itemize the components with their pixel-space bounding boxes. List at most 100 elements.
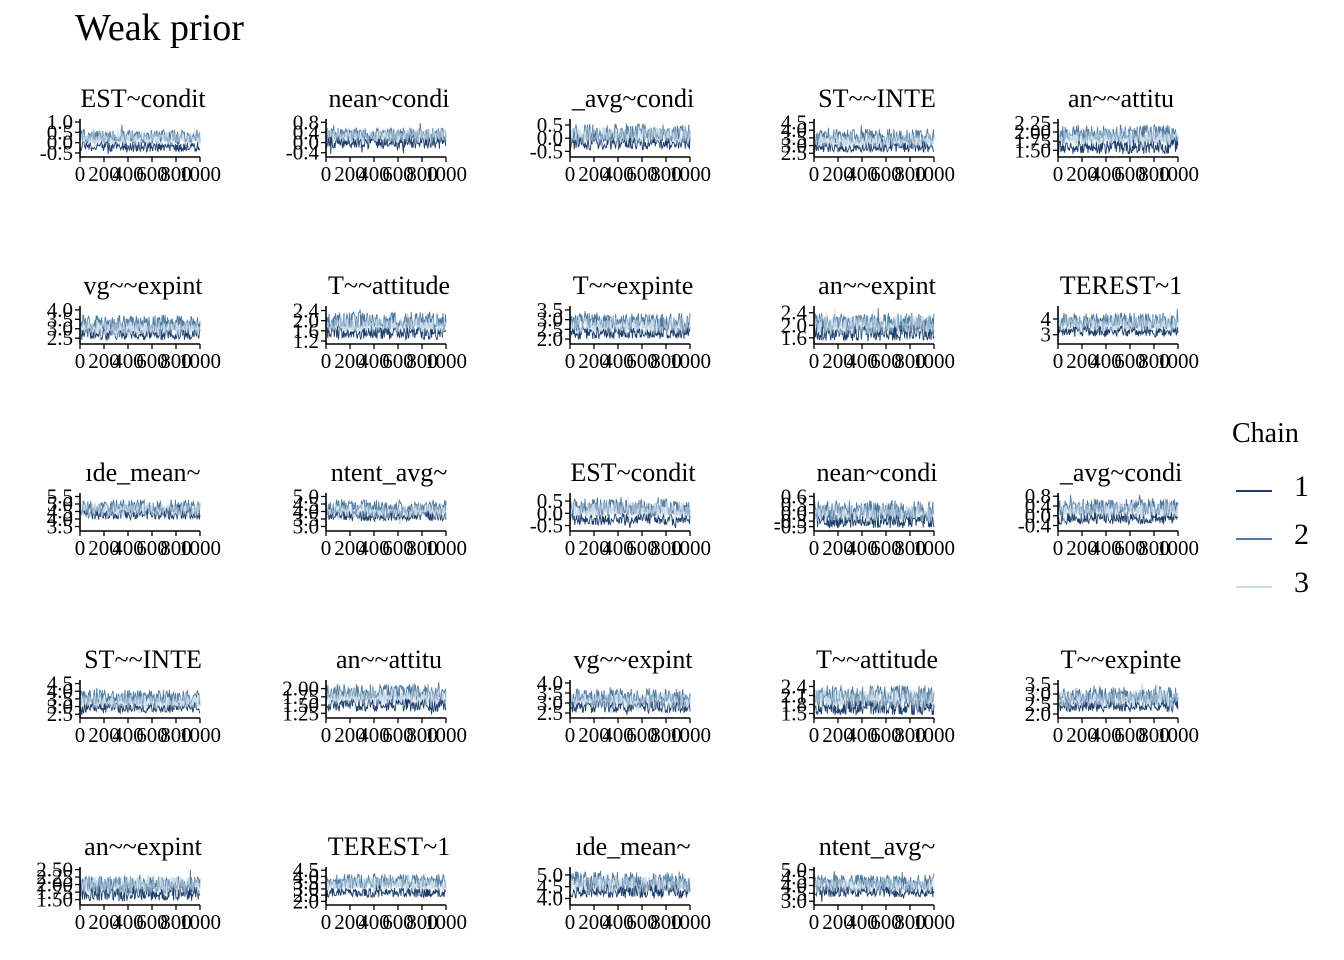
x-tick-label: 400 bbox=[602, 349, 634, 373]
y-tick-label: 3.0 bbox=[781, 889, 807, 913]
y-tick-label: 1.0 bbox=[47, 110, 73, 134]
x-tick-label: 400 bbox=[112, 349, 144, 373]
x-tick-label: 1000 bbox=[425, 910, 467, 934]
y-tick-label: 4.0 bbox=[47, 679, 73, 703]
x-tick-label: 1000 bbox=[1157, 349, 1199, 373]
facet-panel-22: TEREST~1 2.02.53.03.54.04.5 0 2004006008001… bbox=[293, 832, 467, 934]
x-tick-label: 400 bbox=[358, 536, 390, 560]
y-tick-label: 4.0 bbox=[537, 671, 563, 695]
trace-chain-3 bbox=[813, 502, 935, 523]
x-tick-label: 0 bbox=[565, 723, 576, 747]
facet-title: ntent_avg~ bbox=[331, 458, 448, 487]
trace-chain-3 bbox=[569, 316, 691, 336]
trace-chain-3 bbox=[813, 307, 935, 337]
y-tick-label: 0.0 bbox=[781, 501, 807, 525]
x-tick-label: 0 bbox=[321, 349, 332, 373]
trace-chain-1 bbox=[79, 504, 201, 522]
x-tick-label: 1000 bbox=[913, 723, 955, 747]
x-tick-label: 400 bbox=[112, 723, 144, 747]
x-tick-label: 1000 bbox=[913, 349, 955, 373]
trace-chain-3 bbox=[79, 874, 201, 898]
x-tick-label: 200 bbox=[578, 349, 610, 373]
x-tick-label: 600 bbox=[626, 349, 658, 373]
y-tick-label: 1.6 bbox=[293, 319, 319, 343]
legend-label-chain-1: 1 bbox=[1294, 470, 1309, 503]
trace-chain-3 bbox=[325, 503, 447, 523]
trace-chain-3 bbox=[813, 876, 935, 893]
facet-title: TEREST~1 bbox=[1060, 271, 1182, 300]
trace-chain-3 bbox=[569, 692, 691, 711]
x-tick-label: 200 bbox=[88, 910, 120, 934]
x-tick-label: 800 bbox=[160, 723, 192, 747]
y-tick-label: 2.5 bbox=[537, 701, 563, 725]
y-tick-label: 3 bbox=[1041, 323, 1052, 347]
x-tick-label: 200 bbox=[1066, 723, 1098, 747]
y-tick-label: 1.75 bbox=[1014, 129, 1051, 153]
y-tick-label: 3.0 bbox=[537, 691, 563, 715]
x-tick-label: 600 bbox=[136, 723, 168, 747]
trace-chain-3 bbox=[79, 502, 201, 518]
x-tick-label: 600 bbox=[870, 349, 902, 373]
x-tick-label: 0 bbox=[321, 162, 332, 186]
y-tick-label: 2.50 bbox=[36, 858, 73, 882]
x-tick-label: 1000 bbox=[425, 162, 467, 186]
trace-chain-3 bbox=[79, 127, 201, 148]
facet-title: an~~expint bbox=[84, 832, 202, 861]
x-tick-label: 400 bbox=[358, 349, 390, 373]
x-tick-label: 0 bbox=[809, 536, 820, 560]
y-tick-label: 1.5 bbox=[781, 702, 807, 726]
x-tick-label: 400 bbox=[112, 910, 144, 934]
x-tick-label: 800 bbox=[160, 910, 192, 934]
x-tick-label: 400 bbox=[846, 162, 878, 186]
x-tick-label: 800 bbox=[894, 162, 926, 186]
trace-chain-3 bbox=[1057, 127, 1179, 148]
x-tick-label: 1000 bbox=[179, 723, 221, 747]
x-tick-label: 1000 bbox=[1157, 536, 1199, 560]
y-tick-label: 2.0 bbox=[781, 313, 807, 337]
x-tick-label: 200 bbox=[1066, 536, 1098, 560]
x-tick-label: 200 bbox=[578, 723, 610, 747]
y-tick-label: 4.5 bbox=[47, 500, 73, 524]
x-tick-label: 800 bbox=[894, 723, 926, 747]
trace-chain-3 bbox=[569, 125, 691, 147]
x-tick-label: 600 bbox=[382, 349, 414, 373]
trace-chain-3 bbox=[1057, 313, 1179, 338]
x-tick-label: 600 bbox=[870, 536, 902, 560]
facet-title: T~~attitude bbox=[328, 271, 450, 300]
x-tick-label: 800 bbox=[650, 536, 682, 560]
facet-panel-21: an~~expint 1.501.752.002.252.50 0 200400600… bbox=[36, 832, 221, 934]
x-tick-label: 400 bbox=[358, 162, 390, 186]
facet-panel-17: an~~attitu 1.251.501.752.000 2004006008001… bbox=[282, 645, 467, 747]
trace-chain-2 bbox=[813, 307, 935, 335]
x-tick-label: 200 bbox=[334, 349, 366, 373]
x-tick-label: 0 bbox=[809, 349, 820, 373]
x-tick-label: 800 bbox=[406, 349, 438, 373]
trace-chain-3 bbox=[79, 319, 201, 339]
y-tick-label: 1.50 bbox=[282, 693, 319, 717]
trace-chain-1 bbox=[325, 135, 447, 155]
trace-chain-3 bbox=[569, 873, 691, 895]
facet-panel-12: ntent_avg~ 3.03.54.04.55.0 0 20040060080010… bbox=[293, 458, 467, 560]
x-tick-label: 400 bbox=[112, 162, 144, 186]
x-tick-label: 600 bbox=[1114, 162, 1146, 186]
y-tick-label: 3.5 bbox=[47, 515, 73, 539]
facet-title: EST~condit bbox=[80, 84, 206, 113]
x-tick-label: 0 bbox=[1053, 349, 1064, 373]
y-tick-label: 1.8 bbox=[781, 693, 807, 717]
facet-title: _avg~condi bbox=[571, 84, 694, 113]
y-tick-label: 3.0 bbox=[781, 134, 807, 158]
x-tick-label: 0 bbox=[75, 910, 86, 934]
x-tick-label: 600 bbox=[870, 162, 902, 186]
x-tick-label: 400 bbox=[602, 910, 634, 934]
x-tick-label: 200 bbox=[578, 910, 610, 934]
x-tick-label: 800 bbox=[406, 910, 438, 934]
x-tick-label: 800 bbox=[650, 349, 682, 373]
y-tick-label: -0.5 bbox=[530, 139, 563, 163]
trace-chain-3 bbox=[813, 688, 935, 715]
